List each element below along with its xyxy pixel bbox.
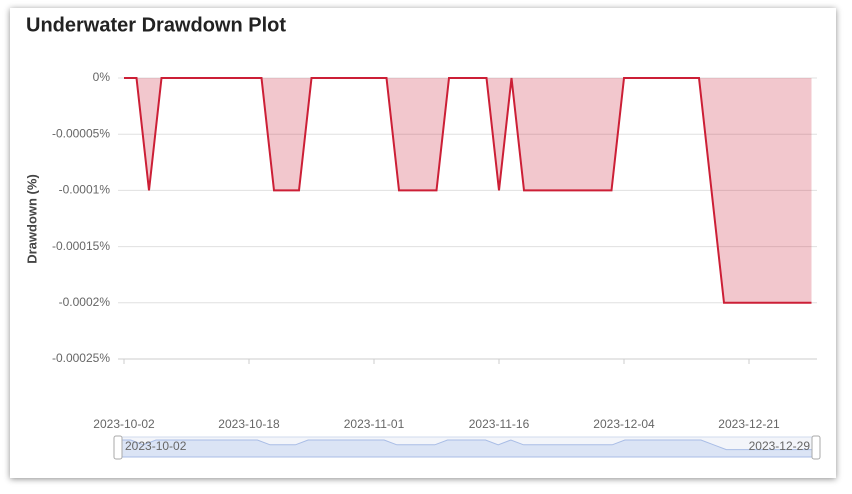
chart-title: Underwater Drawdown Plot [26,14,286,36]
slider-area [117,439,816,458]
y-tick-label: 0% [93,70,111,84]
x-tick-label: 2023-10-02 [93,417,155,431]
x-tick-label: 2023-12-04 [593,417,655,431]
x-tick-label: 2023-12-21 [718,417,780,431]
slider-start-label: 2023-10-02 [125,439,187,453]
y-tick-label: -0.00025% [52,351,110,365]
x-tick-label: 2023-10-18 [218,417,280,431]
drawdown-line [124,77,812,304]
y-tick-label: -0.0001% [59,183,111,197]
y-tick-label: -0.00005% [52,126,110,140]
drawdown-area [124,78,812,303]
x-tick-label: 2023-11-16 [469,417,530,431]
card [10,8,836,478]
x-tick-label: 2023-11-01 [344,417,405,431]
slider-end-label: 2023-12-29 [749,439,811,453]
y-tick-label: -0.00015% [52,239,110,253]
y-axis-label: Drawdown (%) [24,174,39,264]
slider-handle[interactable] [113,435,123,460]
slider-handle[interactable] [811,435,821,460]
y-tick-label: -0.0002% [59,295,111,309]
